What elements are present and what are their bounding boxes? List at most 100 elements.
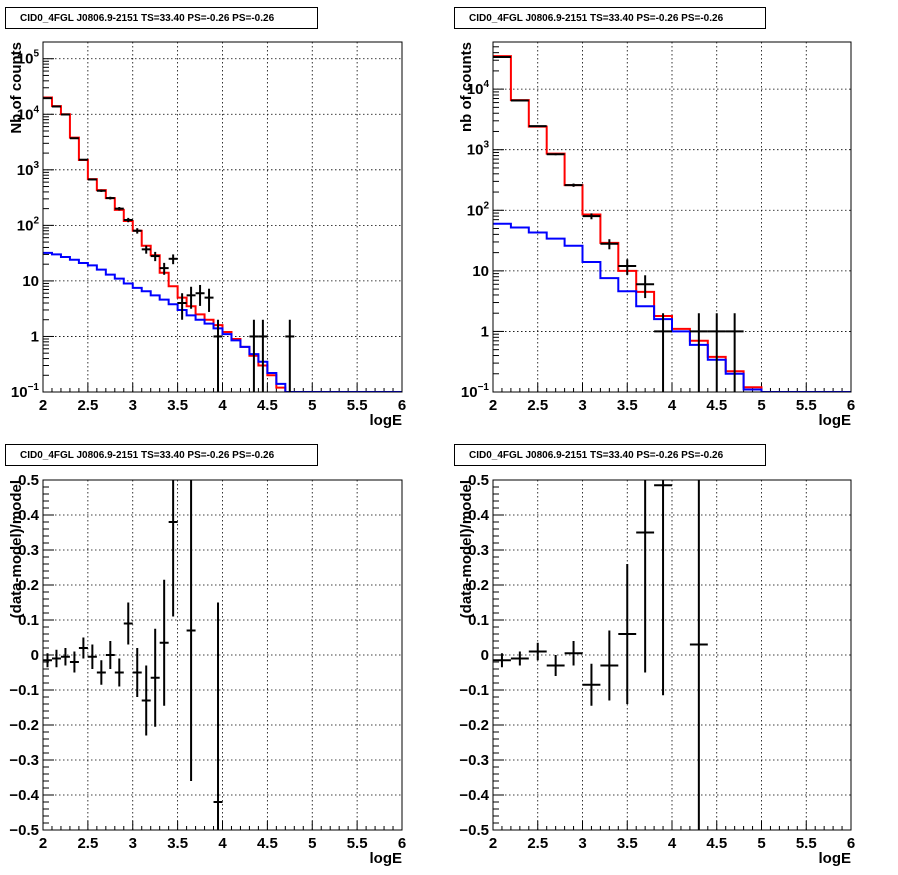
x-tick-label: 3	[578, 835, 586, 852]
y-tick-label: −0.3	[9, 752, 39, 769]
data-point	[582, 663, 601, 706]
data-point	[123, 602, 133, 645]
plot-bottom-right: 2 2.5 3 3.5 4 4.5 5 5.5 6 −0.5 −0.4 −0.3 −0.2 −0.1 0 0.…	[458, 472, 855, 867]
y-tick-label: 0.2	[18, 577, 39, 594]
data-point	[618, 564, 637, 704]
data-point	[132, 228, 142, 234]
plot-frame	[492, 479, 852, 831]
data-point	[78, 637, 88, 659]
x-tick-label: 2.5	[527, 835, 548, 852]
data-point	[177, 293, 187, 320]
data-point	[636, 480, 655, 673]
y-tick-exponent: 5	[33, 49, 39, 60]
y-tick-label: −0.4	[9, 787, 39, 804]
data-point	[60, 648, 70, 666]
x-tick-label: 3.5	[167, 835, 188, 852]
histogram-series-red	[43, 96, 402, 392]
y-tick-label: 0.4	[468, 507, 490, 524]
y-tick-label: 102	[17, 215, 40, 234]
y-tick-label: 0.5	[18, 472, 39, 489]
y-tick-label: −0.1	[459, 682, 489, 699]
data-point	[114, 206, 124, 211]
y-tick-exponent: 3	[33, 160, 39, 171]
data-point	[528, 125, 547, 128]
x-tick-label: 5.5	[347, 835, 368, 852]
y-tick-label: 0.4	[18, 507, 40, 524]
data-point	[213, 602, 223, 830]
y-axis-label: (data-model)/model	[458, 480, 475, 618]
data-point	[159, 579, 169, 706]
data-point	[654, 480, 672, 696]
data-point	[168, 254, 178, 265]
histogram-series-blue	[493, 222, 851, 392]
data-point	[195, 284, 205, 306]
x-tick-label: 3.5	[617, 397, 638, 414]
x-tick-label: 4	[668, 397, 677, 414]
plot-title-bottom-right: CID0_4FGL J0806.9-2151 TS=33.40 PS=-0.26…	[454, 444, 766, 466]
data-point	[105, 641, 115, 669]
plot-title-top-right: CID0_4FGL J0806.9-2151 TS=33.40 PS=-0.26…	[454, 7, 766, 29]
x-tick-label: 2.5	[77, 835, 98, 852]
data-point	[249, 319, 259, 392]
x-tick-label: 2.5	[77, 397, 98, 414]
data-point	[600, 630, 619, 701]
y-tick-label: 1	[31, 328, 39, 345]
x-tick-label: 2.5	[527, 397, 548, 414]
plot-title-top-left: CID0_4FGL J0806.9-2151 TS=33.40 PS=-0.26…	[5, 7, 318, 29]
y-tick-label: 0.3	[468, 542, 489, 559]
y-tick-exponent: 2	[483, 200, 489, 211]
y-tick-label: 0	[481, 647, 489, 664]
y-tick-exponent: 4	[33, 104, 39, 115]
y-tick-label: 10	[472, 263, 489, 280]
y-tick-exponent: 3	[483, 140, 489, 151]
y-tick-exponent: −1	[28, 382, 40, 393]
data-point	[87, 178, 97, 181]
data-point	[564, 183, 583, 187]
y-tick-label: 0.3	[18, 542, 39, 559]
x-tick-label: 5	[308, 835, 316, 852]
y-tick-label: −0.5	[459, 822, 489, 839]
data-point	[707, 313, 726, 392]
data-point	[654, 313, 672, 392]
data-point	[618, 259, 637, 276]
y-tick-label: −0.1	[9, 682, 39, 699]
data-point	[725, 313, 744, 392]
x-tick-label: 3.5	[617, 835, 638, 852]
x-tick-label: 5	[757, 397, 765, 414]
y-axis-label: (data-model)/model	[8, 480, 25, 618]
y-tick-label: 103	[467, 140, 490, 159]
x-tick-label: 5.5	[796, 397, 817, 414]
data-point	[510, 651, 529, 666]
data-point	[636, 275, 655, 299]
data-point	[600, 239, 619, 250]
data-point	[96, 660, 106, 685]
plot-title-bottom-left: CID0_4FGL J0806.9-2151 TS=33.40 PS=-0.26…	[5, 444, 318, 466]
x-tick-label: 3	[129, 835, 137, 852]
x-axis-label: logE	[819, 850, 852, 867]
y-tick-label: 102	[467, 200, 490, 219]
y-tick-label: −0.2	[9, 717, 39, 734]
y-tick-label: −0.3	[459, 752, 489, 769]
x-tick-label: 4.5	[257, 835, 278, 852]
data-point	[689, 480, 708, 830]
y-tick-exponent: −1	[478, 382, 490, 393]
y-tick-label: −0.4	[459, 787, 489, 804]
y-tick-exponent: 4	[483, 79, 489, 90]
x-tick-label: 5	[757, 835, 765, 852]
data-point	[51, 649, 61, 668]
y-tick-label: 0.5	[468, 472, 489, 489]
y-tick-label: 10−1	[461, 382, 490, 401]
data-point	[69, 651, 79, 673]
data-point	[141, 245, 151, 254]
y-tick-label: 0.1	[468, 612, 489, 629]
y-tick-label: 0.1	[18, 612, 39, 629]
x-tick-label: 4.5	[706, 835, 727, 852]
data-point	[493, 653, 511, 668]
plot-frame	[492, 41, 852, 393]
x-tick-label: 2	[489, 835, 497, 852]
data-point	[689, 313, 708, 392]
y-tick-label: −0.5	[9, 822, 39, 839]
x-tick-label: 3.5	[167, 397, 188, 414]
y-axis-label: nb of counts	[458, 42, 475, 132]
x-tick-label: 2	[39, 835, 47, 852]
